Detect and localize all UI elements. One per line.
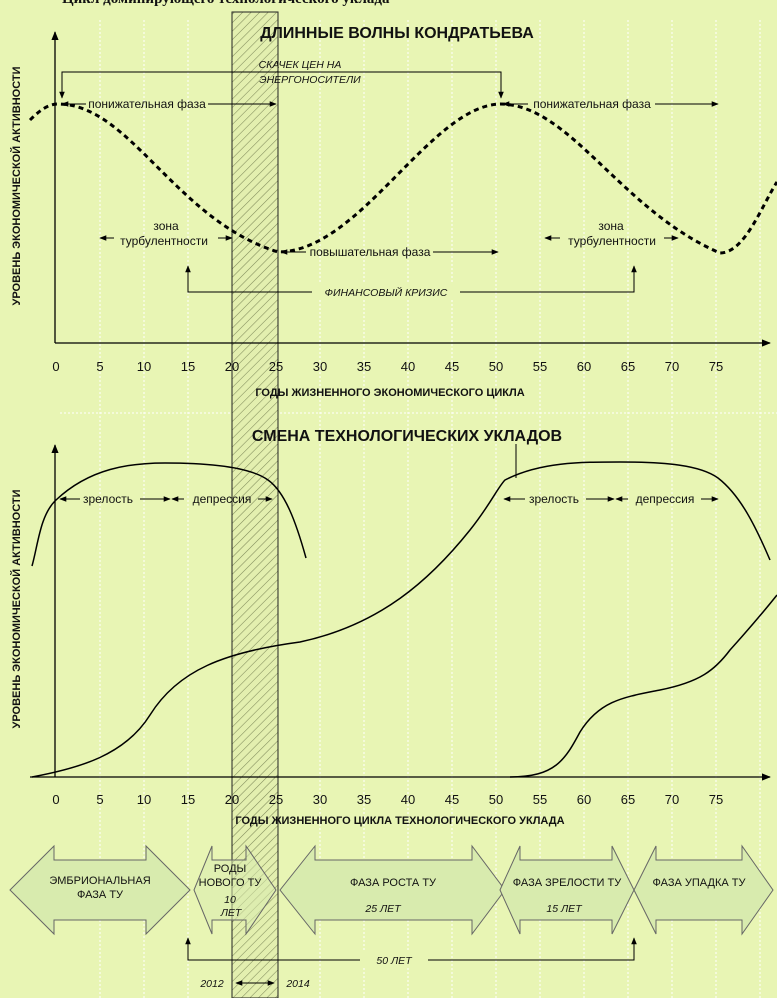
tick-label: 75 <box>709 792 723 807</box>
top-x-axis-label: ГОДЫ ЖИЗНЕННОГО ЭКОНОМИЧЕСКОГО ЦИКЛА <box>255 387 524 399</box>
financial-crisis-label-bg <box>312 284 460 298</box>
tick-label: 10 <box>137 792 151 807</box>
year-end-label: 2014 <box>285 978 310 990</box>
financial-crisis-label: ФИНАНСОВЫЙ КРИЗИС <box>325 286 448 299</box>
year-start-label: 2012 <box>199 978 224 990</box>
tick-label: 5 <box>96 359 103 374</box>
phase-label-embryonic: ЭМБРИОНАЛЬНАЯ <box>49 875 150 887</box>
current-tu-curve <box>31 461 771 778</box>
bottom-y-axis-label: УРОВЕНЬ ЭКОНОМИЧЕСКОЙ АКТИВНОСТИ <box>10 489 23 728</box>
bottom-x-axis-label: ГОДЫ ЖИЗНЕННОГО ЦИКЛА ТЕХНОЛОГИЧЕСКОГО У… <box>235 815 564 827</box>
tick-label: 40 <box>401 792 415 807</box>
tick-label: 55 <box>533 359 547 374</box>
tick-label: 35 <box>357 359 371 374</box>
tick-label: 25 <box>269 792 283 807</box>
tick-label: 50 <box>489 792 503 807</box>
tick-label: 65 <box>621 792 635 807</box>
energy-jump-label: ЭНЕРГОНОСИТЕЛИ <box>259 74 361 86</box>
phase-label-birth: РОДЫ <box>214 863 247 875</box>
tick-label: 20 <box>225 359 239 374</box>
bottom-chart-title: СМЕНА ТЕХНОЛОГИЧЕСКИХ УКЛАДОВ <box>252 428 562 445</box>
fifty-years-label: 50 ЛЕТ <box>376 955 413 967</box>
tick-label: 65 <box>621 359 635 374</box>
bottom-tick-labels: 0 5 10 15 20 25 30 35 40 45 50 55 60 65 … <box>52 792 723 807</box>
phase-duration-maturity: 15 ЛЕТ <box>546 903 583 915</box>
tick-label: 60 <box>577 792 591 807</box>
previous-tu-curve <box>31 462 307 567</box>
tick-label: 30 <box>313 359 327 374</box>
tick-label: 50 <box>489 359 503 374</box>
phase-arrow-embryonic <box>9 844 191 936</box>
turbulence-label: турбулентности <box>568 234 656 248</box>
phase-label-decline: ФАЗА УПАДКА ТУ <box>653 877 747 889</box>
hatched-band <box>231 11 279 998</box>
top-y-axis-label: УРОВЕНЬ ЭКОНОМИЧЕСКОЙ АКТИВНОСТИ <box>10 66 23 305</box>
tick-label: 15 <box>181 359 195 374</box>
phase-label-maturity: ФАЗА ЗРЕЛОСТИ ТУ <box>513 877 622 889</box>
tick-label: 70 <box>665 359 679 374</box>
tick-label: 20 <box>225 792 239 807</box>
phase-arrow-birth <box>193 844 277 936</box>
turbulence-label: зона <box>153 219 179 233</box>
next-tu-curve <box>509 594 777 778</box>
phase-label-growth: ФАЗА РОСТА ТУ <box>350 877 437 889</box>
tick-label: 10 <box>137 359 151 374</box>
maturity-label: зрелость <box>529 492 579 506</box>
phase-duration-growth: 25 ЛЕТ <box>364 903 402 915</box>
turbulence-label: зона <box>598 219 624 233</box>
tick-label: 15 <box>181 792 195 807</box>
tick-label: 60 <box>577 359 591 374</box>
turbulence-label: турбулентности <box>120 234 208 248</box>
tick-label: 70 <box>665 792 679 807</box>
figure-caption: Цикл доминирующего технологического укла… <box>0 0 777 11</box>
energy-jump-bracket <box>59 71 504 99</box>
bottom-chart: СМЕНА ТЕХНОЛОГИЧЕСКИХ УКЛАДОВ УРОВЕНЬ ЭК… <box>10 428 777 827</box>
tick-label: 45 <box>445 359 459 374</box>
tick-label: 5 <box>96 792 103 807</box>
tick-label: 25 <box>269 359 283 374</box>
maturity-label: зрелость <box>83 492 133 506</box>
tick-label: 30 <box>313 792 327 807</box>
top-chart: ДЛИННЫЕ ВОЛНЫ КОНДРАТЬЕВА УРОВЕНЬ ЭКОНОМ… <box>10 25 777 399</box>
phase-duration-birth: ЛЕТ <box>220 907 243 919</box>
tick-label: 45 <box>445 792 459 807</box>
phase-label-birth: НОВОГО ТУ <box>199 877 263 889</box>
phase-label-embryonic: ФАЗА ТУ <box>77 889 124 901</box>
kondratiev-wave <box>28 102 777 255</box>
up-phase-label: повышательная фаза <box>310 245 431 259</box>
depression-label: депрессия <box>193 492 252 506</box>
phase-arrows: ЭМБРИОНАЛЬНАЯ ФАЗА ТУ РОДЫ НОВОГО ТУ 10 … <box>9 844 774 936</box>
phase-arrow-decline <box>633 844 774 936</box>
down-phase-label: понижательная фаза <box>533 97 651 111</box>
depression-label: депрессия <box>636 492 695 506</box>
tick-label: 40 <box>401 359 415 374</box>
fifty-years-label-bg <box>360 952 428 966</box>
phase-duration-birth: 10 <box>224 894 236 906</box>
tick-label: 75 <box>709 359 723 374</box>
tick-label: 55 <box>533 792 547 807</box>
energy-jump-label: СКАЧЕК ЦЕН НА <box>259 59 342 71</box>
down-phase-label: понижательная фаза <box>88 97 206 111</box>
top-tick-labels: 0 5 10 15 20 25 30 35 40 45 50 55 60 65 … <box>52 359 723 374</box>
tick-label: 35 <box>357 792 371 807</box>
tick-label: 0 <box>52 792 59 807</box>
tick-label: 0 <box>52 359 59 374</box>
top-chart-title: ДЛИННЫЕ ВОЛНЫ КОНДРАТЬЕВА <box>260 25 534 42</box>
